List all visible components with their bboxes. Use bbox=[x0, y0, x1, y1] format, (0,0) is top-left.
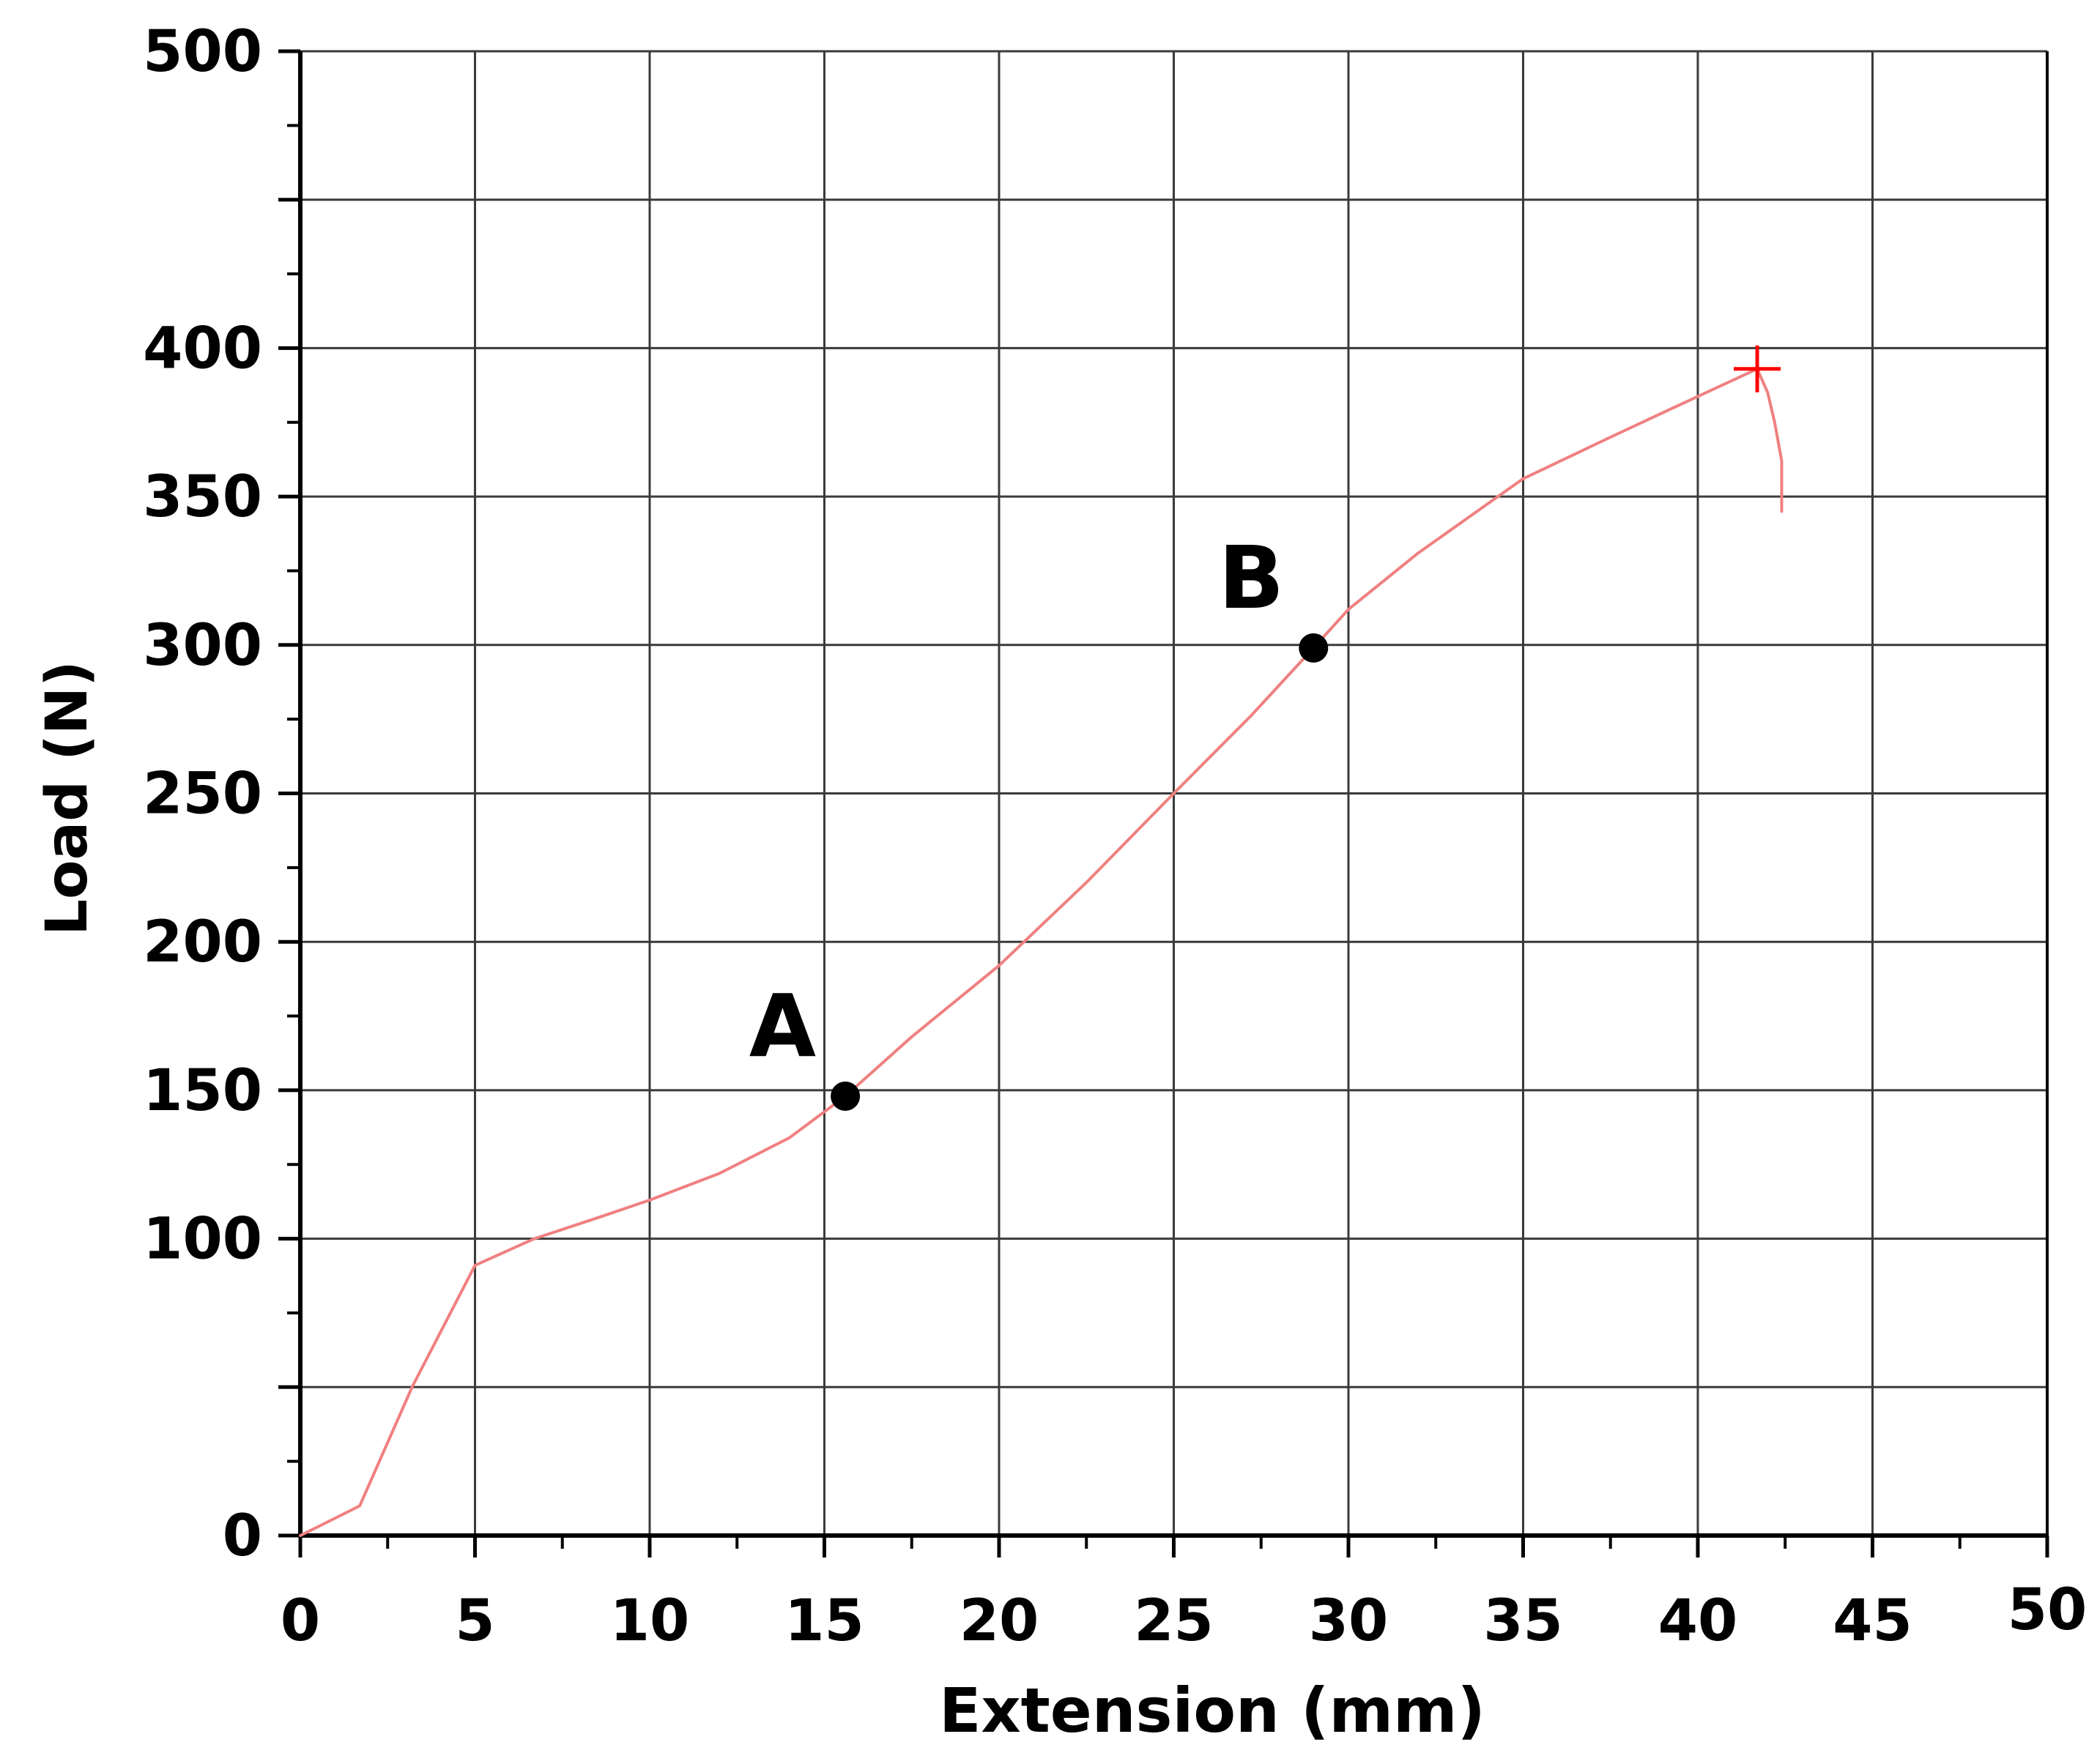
y-tick-label: 100 bbox=[143, 1207, 262, 1273]
y-tick-label: 250 bbox=[143, 762, 262, 827]
y-tick-label: 200 bbox=[143, 909, 262, 975]
y-axis-label: Load (N) bbox=[34, 660, 100, 936]
x-tick-label: 30 bbox=[1309, 1588, 1389, 1654]
y-tick-label: 0 bbox=[223, 1503, 262, 1569]
point-label: A bbox=[749, 975, 816, 1076]
load-extension-line bbox=[299, 367, 1784, 1537]
x-tick-label: 45 bbox=[1833, 1588, 1912, 1654]
x-tick-label: 10 bbox=[610, 1588, 690, 1654]
series-lines bbox=[299, 367, 1784, 1537]
y-tick-label: 500 bbox=[143, 19, 262, 85]
annotations: AB bbox=[749, 345, 1781, 1112]
x-tick-label: 5 bbox=[455, 1588, 494, 1654]
x-tick-label: 40 bbox=[1658, 1588, 1738, 1654]
x-axis-label: Extension (mm) bbox=[939, 1675, 1485, 1746]
x-tick-label: 25 bbox=[1134, 1588, 1214, 1654]
x-tick-label: 20 bbox=[960, 1588, 1039, 1654]
tick-labels: 0 5 10 15 20 25 30 35 40 45 5001001502002503003504… bbox=[143, 19, 2087, 1654]
point-label: B bbox=[1218, 527, 1284, 628]
y-tick-label: 350 bbox=[143, 464, 262, 530]
y-tick-label: 300 bbox=[143, 613, 262, 679]
x-tick-label: 35 bbox=[1483, 1588, 1563, 1654]
point-marker bbox=[831, 1082, 861, 1112]
x-tick-label: 15 bbox=[784, 1588, 864, 1654]
x-tick-label: 50 bbox=[2008, 1577, 2087, 1643]
axes bbox=[298, 51, 2049, 1538]
point-marker bbox=[1299, 633, 1329, 663]
x-tick-label: 0 bbox=[281, 1588, 320, 1654]
y-tick-label: 150 bbox=[143, 1058, 262, 1124]
y-tick-label: 400 bbox=[143, 316, 262, 382]
